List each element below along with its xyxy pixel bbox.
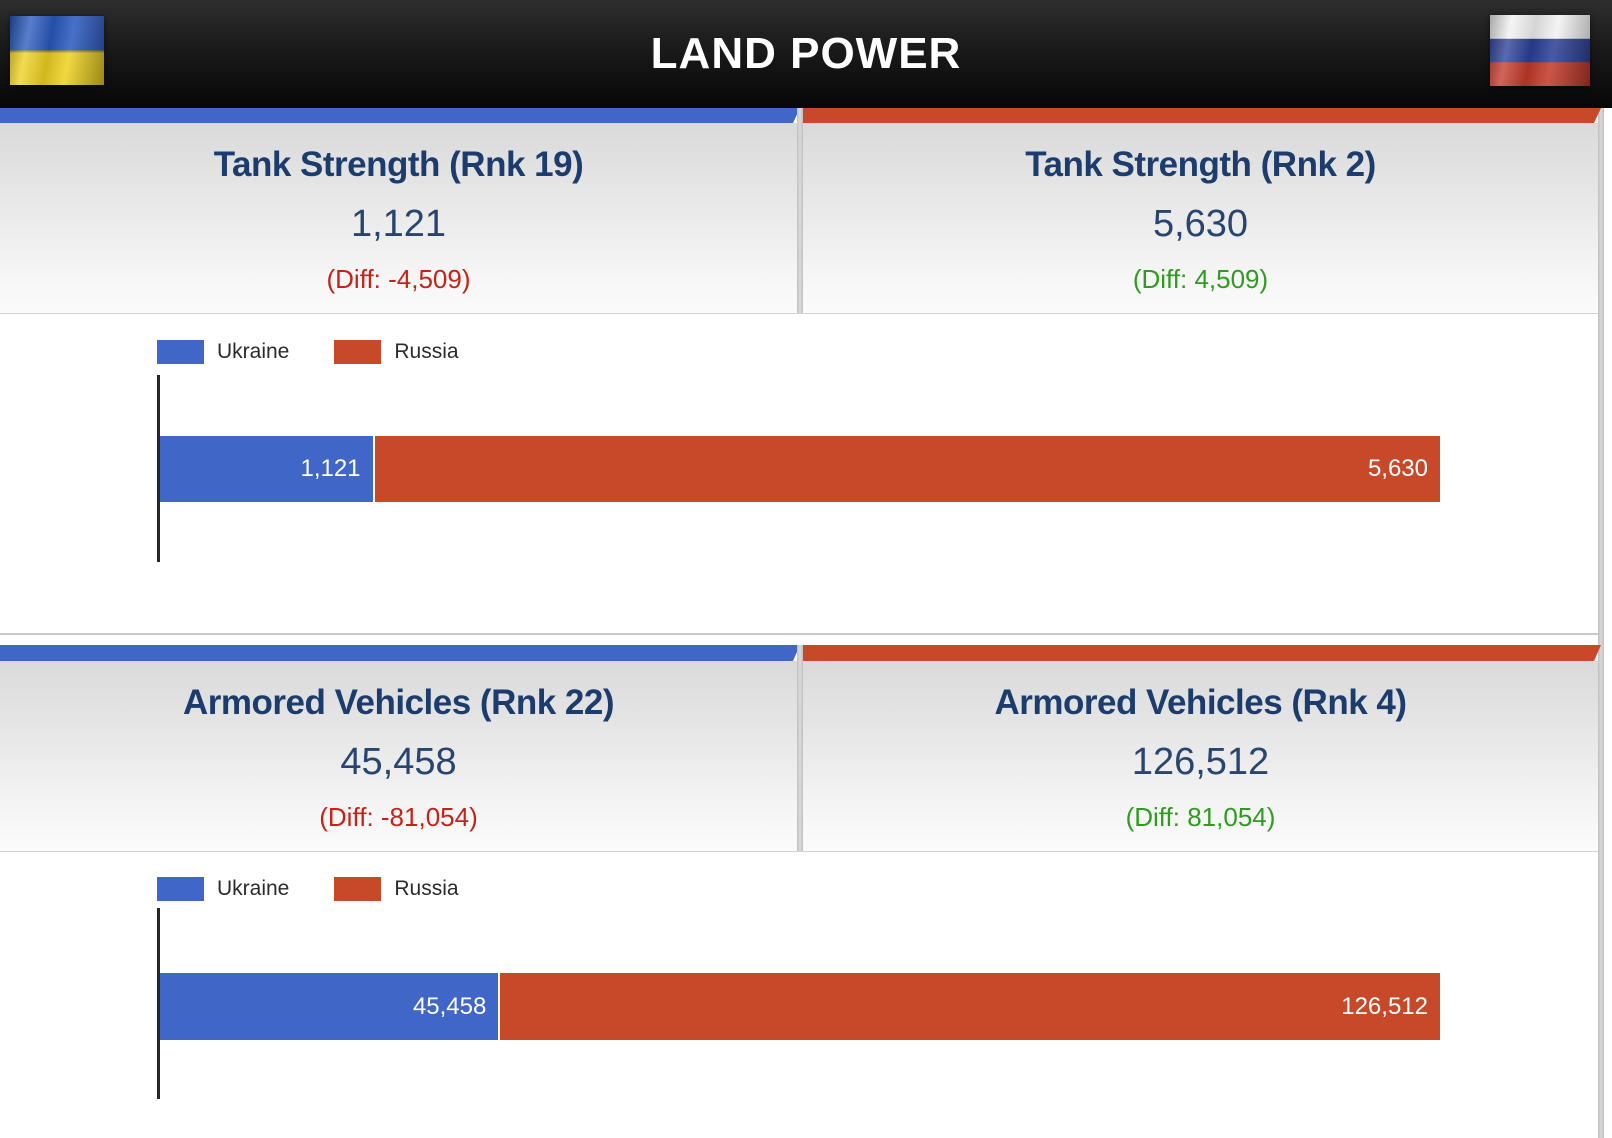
chart-legend: Ukraine Russia [157, 340, 459, 364]
stat-panel-ukraine: Tank Strength (Rnk 19) 1,121 (Diff: -4,5… [0, 123, 797, 313]
russia-bar-segment[interactable]: 126,512 [500, 973, 1440, 1040]
accent-bar-ukraine [0, 108, 800, 123]
bar-axis [157, 908, 160, 1099]
legend-item-ukraine: Ukraine [157, 877, 289, 901]
page-title: LAND POWER [650, 29, 962, 78]
stat-title: Armored Vehicles (Rnk 4) [994, 683, 1407, 722]
stat-value: 126,512 [1131, 741, 1270, 783]
stat-diff: (Diff: -4,509) [326, 264, 471, 294]
right-edge-strip [1598, 108, 1604, 1138]
stat-value: 5,630 [1152, 203, 1249, 245]
accent-bar-russia [803, 645, 1601, 661]
legend-label-ukraine: Ukraine [217, 877, 290, 900]
legend-item-ukraine: Ukraine [157, 340, 289, 364]
russia-flag[interactable] [1490, 15, 1590, 86]
stat-panel-russia: Armored Vehicles (Rnk 4) 126,512 (Diff: … [803, 661, 1598, 851]
stat-diff: (Diff: -81,054) [319, 802, 478, 832]
legend-item-russia: Russia [334, 877, 459, 901]
stat-title: Tank Strength (Rnk 19) [213, 145, 584, 184]
stat-panel-russia: Tank Strength (Rnk 2) 5,630 (Diff: 4,509… [803, 123, 1598, 313]
divider-line [0, 313, 1598, 314]
legend-swatch-ukraine [157, 877, 204, 901]
panel-divider [797, 108, 803, 313]
bar-chart-tank-strength: 1,121 5,630 [160, 436, 1440, 502]
legend-label-russia: Russia [394, 340, 459, 363]
bar-value-label: 126,512 [1341, 992, 1428, 1020]
section-separator [0, 633, 1598, 635]
legend-label-ukraine: Ukraine [217, 340, 290, 363]
accent-bar-russia [803, 108, 1601, 123]
legend-swatch-russia [334, 877, 382, 901]
divider-line [0, 851, 1598, 852]
ukraine-bar-segment[interactable]: 1,121 [160, 436, 373, 502]
stat-value: 1,121 [350, 203, 447, 245]
panel-divider [797, 645, 803, 851]
ukraine-flag[interactable] [10, 16, 104, 85]
stat-title: Armored Vehicles (Rnk 22) [183, 683, 615, 722]
legend-item-russia: Russia [334, 340, 459, 364]
legend-swatch-ukraine [157, 340, 204, 364]
bar-value-label: 45,458 [412, 992, 487, 1020]
stat-title: Tank Strength (Rnk 2) [1025, 145, 1376, 184]
stat-panel-ukraine: Armored Vehicles (Rnk 22) 45,458 (Diff: … [0, 661, 797, 851]
bar-value-label: 5,630 [1367, 455, 1428, 482]
accent-bar-ukraine [0, 645, 800, 661]
bar-value-label: 1,121 [300, 455, 361, 482]
chart-legend: Ukraine Russia [157, 877, 459, 901]
russia-bar-segment[interactable]: 5,630 [374, 436, 1440, 502]
header: LAND POWER [0, 0, 1612, 108]
stat-diff: (Diff: 4,509) [1132, 264, 1269, 294]
bar-axis [157, 375, 160, 562]
stat-value: 45,458 [340, 741, 457, 783]
legend-label-russia: Russia [394, 877, 459, 900]
bar-chart-armored-vehicles: 45,458 126,512 [160, 973, 1440, 1040]
stat-diff: (Diff: 81,054) [1125, 802, 1276, 832]
ukraine-bar-segment[interactable]: 45,458 [160, 973, 499, 1040]
legend-swatch-russia [334, 340, 382, 364]
